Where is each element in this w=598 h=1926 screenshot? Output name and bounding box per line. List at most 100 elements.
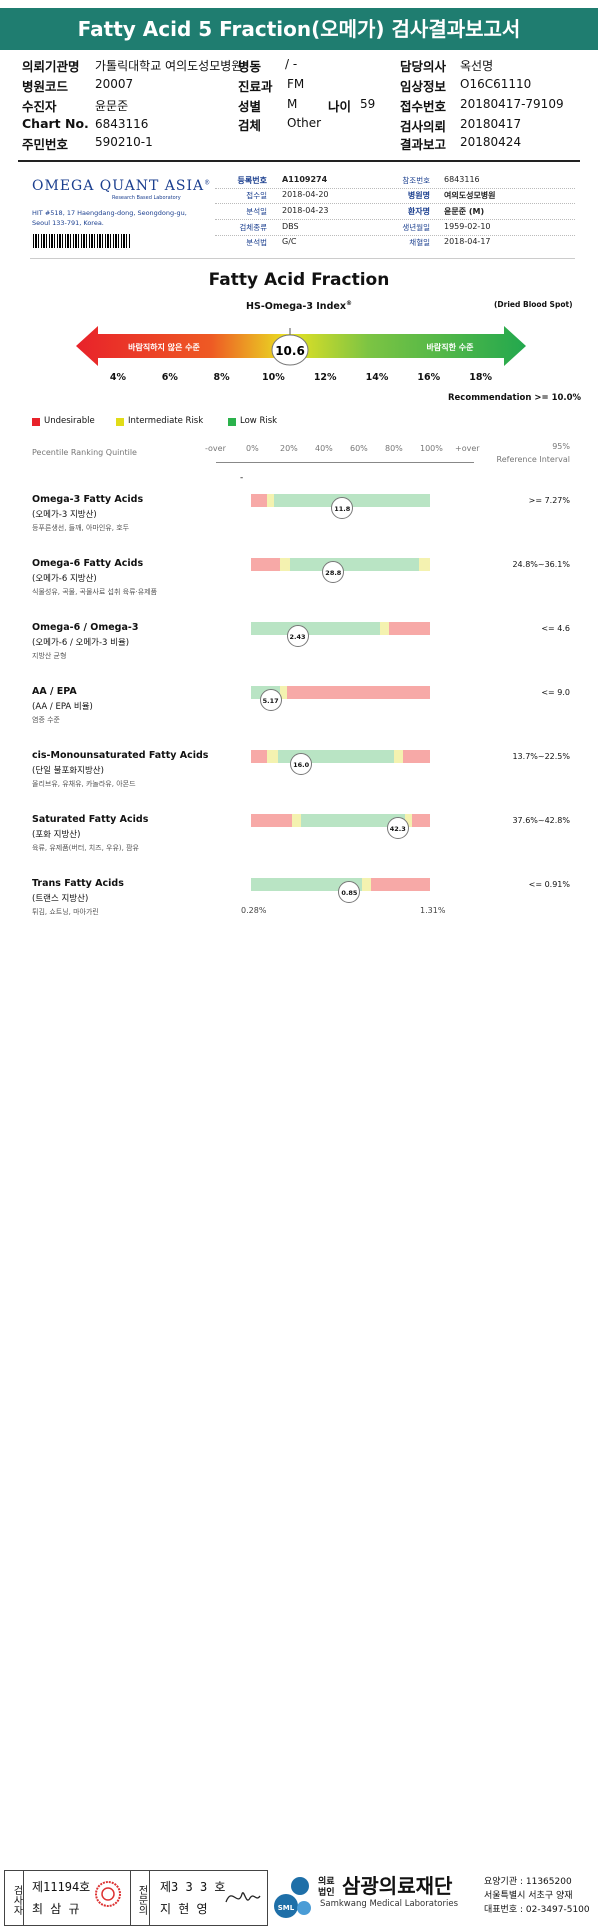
header-mid-label: 진료과 <box>238 79 273 94</box>
legend-swatch <box>32 418 40 426</box>
info-divider <box>215 188 575 189</box>
lab-address: HIT #518, 17 Haengdang-dong, Seongdong-g… <box>32 208 202 228</box>
trans-max: 1.31% <box>420 906 446 915</box>
row-description: 육류, 유제품(버터, 치즈, 우유), 팜유 <box>32 844 139 852</box>
header-left-label: 주민번호 <box>22 137 69 152</box>
row-bar <box>251 750 430 763</box>
examiner-number: 제11194호 <box>32 1880 91 1894</box>
barcode-image <box>33 234 131 248</box>
dried-blood-spot-label: (Dried Blood Spot) <box>494 300 573 309</box>
bar-segment <box>394 750 404 763</box>
ref-header-95: 95% <box>552 442 570 451</box>
row-name: Omega-6 / Omega-3 <box>32 622 139 633</box>
report-frame <box>18 160 580 928</box>
index-title-text: HS-Omega-3 Index <box>246 301 346 313</box>
chart-title: Fatty Acid Fraction <box>208 270 390 290</box>
examiner-label: 검사자 <box>4 1870 24 1926</box>
bar-segment <box>267 494 275 507</box>
info-left-label: 검체종류 <box>239 223 267 232</box>
header-right-value: 20180417 <box>460 117 522 131</box>
row-value-marker: 0.85 <box>338 881 361 903</box>
header-mid-value: FM <box>287 77 305 91</box>
info-left-label: 등록번호 <box>237 176 267 185</box>
row-korean: (단일 불포화지방산) <box>32 766 104 776</box>
bar-segment <box>412 814 430 827</box>
info-left-value: 2018-04-20 <box>282 190 329 199</box>
header-right-label: 담당의사 <box>400 59 447 74</box>
row-korean: (AA / EPA 비율) <box>32 702 93 712</box>
row-description: 지방산 균형 <box>32 652 67 660</box>
arrow-tick: 10% <box>262 372 285 383</box>
info-right-value: 여의도성모병원 <box>444 191 496 200</box>
info-right-value: 윤문준 (M) <box>444 207 485 216</box>
bar-segment <box>388 622 430 635</box>
arrow-tick: 6% <box>161 372 178 383</box>
row-reference: <= 0.91% <box>528 880 570 889</box>
header-right-value: 20180417-79109 <box>460 97 564 111</box>
row-bar <box>251 814 430 827</box>
omega-index-value: 10.6 <box>275 344 305 358</box>
org-en-name: Samkwang Medical Laboratories <box>320 1899 459 1909</box>
header-left-label: 병원코드 <box>22 79 69 94</box>
row-description: 등푸른생선, 들깨, 아마인유, 호두 <box>32 524 130 532</box>
info-left-label: 접수일 <box>246 191 267 200</box>
row-value-marker: 16.0 <box>290 753 313 775</box>
lab-logo-text: OMEGA QUANT ASIA <box>32 178 205 194</box>
legend-swatch <box>228 418 236 426</box>
info-left-value: DBS <box>282 222 299 231</box>
recommendation: Recommendation >= 10.0% <box>448 393 582 403</box>
row-description: 식물성유, 곡물, 곡물사료 섭취 육류·유제품 <box>32 588 158 596</box>
percentile-tick: 80% <box>385 444 403 453</box>
percentile-tick: 40% <box>315 444 333 453</box>
org-phone: 대표번호 : 02-3497-5100 <box>484 1905 590 1915</box>
legend-label: Low Risk <box>240 416 278 426</box>
row-reference: 24.8%~36.1% <box>512 560 570 569</box>
header-left-value: 6843116 <box>95 117 149 131</box>
age-value: 59 <box>360 97 376 111</box>
header-left-value: 590210-1 <box>95 135 153 149</box>
info-divider <box>215 219 575 220</box>
percentile-tick: 60% <box>350 444 368 453</box>
header-right-value: 20180424 <box>460 135 522 149</box>
legend-label: Intermediate Risk <box>128 416 204 426</box>
percentile-tick: 0% <box>246 444 259 453</box>
row-value-marker: 2.43 <box>286 625 309 647</box>
lab-logo-reg: ® <box>204 179 212 187</box>
bar-segment <box>361 878 371 891</box>
reviewer-label: 전문의 <box>130 1870 150 1926</box>
dash-mark: - <box>240 473 244 483</box>
header-mid-label: 검체 <box>238 118 262 133</box>
bar-segment <box>251 814 293 827</box>
info-right-label: 생년월일 <box>402 223 430 232</box>
row-reference: >= 7.27% <box>528 496 570 505</box>
row-reference: 37.6%~42.8% <box>512 816 570 825</box>
arrow-tick: 4% <box>109 372 127 383</box>
bar-segment <box>403 750 430 763</box>
info-left-label: 분석법 <box>246 238 267 247</box>
org-name: 삼광의료재단 <box>342 1874 453 1898</box>
percentile-tick: -over <box>205 444 226 453</box>
header-mid-label: 성별 <box>238 99 262 114</box>
header-right-value: O16C61110 <box>460 77 532 91</box>
row-bar <box>251 622 430 635</box>
row-name: Omega-3 Fatty Acids <box>32 494 144 505</box>
header-right-value: 옥선명 <box>460 59 494 73</box>
header-left-label: 수진자 <box>22 99 57 114</box>
info-left-value: 2018-04-23 <box>282 206 329 215</box>
lab-address-line2: Seoul 133-791, Korea. <box>32 219 104 227</box>
arrow-tick: 16% <box>417 372 441 383</box>
header-right-label: 검사의뢰 <box>400 119 447 134</box>
row-reference: <= 4.6 <box>541 624 570 633</box>
info-divider <box>215 235 575 236</box>
row-korean: (오메가-3 지방산) <box>32 510 97 520</box>
bar-segment <box>301 814 405 827</box>
percentile-label: Pecentile Ranking Quintile <box>32 448 137 457</box>
bar-segment <box>292 814 302 827</box>
bar-segment <box>279 686 287 699</box>
bar-segment <box>419 558 430 571</box>
header-right-label: 접수번호 <box>400 99 447 114</box>
signature-image <box>225 1892 261 1903</box>
row-name: Trans Fatty Acids <box>32 878 124 889</box>
report-title: Fatty Acid 5 Fraction(오메가) 검사결과보고서 <box>0 8 598 50</box>
row-name: Saturated Fatty Acids <box>32 814 149 825</box>
